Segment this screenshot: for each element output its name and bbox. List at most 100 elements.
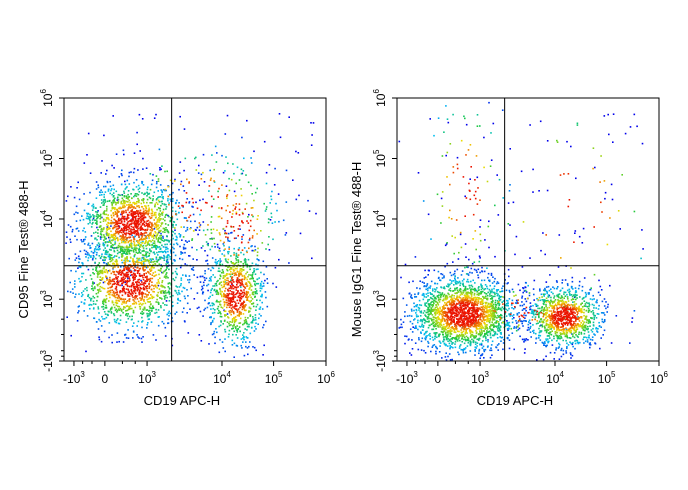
event-dot [443,286,445,288]
event-dot [132,309,135,312]
event-dot [156,294,159,296]
event-dot [500,295,503,298]
event-dot [550,328,552,330]
event-dot [98,245,101,248]
event-dot [128,211,131,214]
event-dot [143,273,145,275]
event-dot [463,348,466,350]
event-dot [93,232,95,234]
event-dot [137,284,139,287]
event-dot [152,228,154,230]
event-dot [428,298,431,301]
event-dot [270,195,272,198]
event-dot [527,339,529,341]
x-tick-label: 103 [138,370,156,386]
event-dot [145,247,148,250]
event-dot [96,272,99,275]
event-dot [99,320,102,322]
event-dot [187,332,190,334]
event-dot [552,286,554,288]
event-dot [95,269,97,271]
event-dot [437,270,440,273]
event-dot [436,287,438,289]
event-dot [441,273,444,276]
event-dot [523,339,526,341]
event-dot [82,240,85,243]
event-dot [143,300,145,303]
event-dot [231,282,233,285]
event-dot [260,287,263,290]
event-dot [429,338,431,340]
event-dot [124,223,126,226]
event-dot [508,289,511,292]
event-dot [65,200,68,202]
event-dot [161,165,163,167]
event-dot [142,247,145,249]
event-dot [77,306,80,308]
event-dot [103,199,105,201]
event-dot [118,227,121,229]
event-dot [439,345,441,347]
event-dot [496,281,499,283]
event-dot [134,274,136,277]
event-dot [124,248,127,251]
event-dot [106,232,109,234]
event-dot [124,277,126,279]
event-dot [158,196,160,198]
event-dot [434,332,437,334]
event-dot [198,164,200,167]
event-dot [126,315,129,317]
event-dot [231,279,234,282]
event-dot [114,309,117,312]
event-dot [158,226,161,229]
event-dot [142,157,144,160]
event-dot [130,284,133,287]
event-dot [134,306,137,309]
event-dot [151,208,153,211]
event-dot [235,203,238,205]
event-dot [129,271,132,274]
event-dot [116,293,119,296]
event-dot [237,295,239,298]
event-dot [121,294,124,297]
event-dot [202,229,205,232]
event-dot [226,222,229,224]
event-dot [243,275,246,278]
event-dot [204,250,206,252]
event-dot [158,219,160,222]
event-dot [499,332,502,334]
event-dot [197,233,199,236]
event-dot [131,209,133,211]
event-dot [270,212,273,215]
event-dot [171,301,174,303]
event-dot [636,125,638,128]
event-dot [551,344,554,346]
event-dot [163,239,166,241]
event-dot [212,267,215,270]
event-dot [521,301,523,303]
event-dot [219,261,221,264]
event-dot [88,253,90,256]
event-dot [133,289,135,292]
event-dot [132,267,135,269]
event-dot [252,318,255,320]
event-dot [603,320,606,323]
event-dot [124,232,126,235]
event-dot [86,315,89,317]
event-dot [74,280,76,282]
event-dot [255,305,258,308]
event-dot [103,259,105,262]
event-dot [97,184,99,186]
event-dot [248,306,251,309]
event-dot [227,297,229,299]
event-dot [425,302,428,304]
event-dot [118,294,120,297]
event-dot [223,281,226,283]
event-dot [229,275,232,278]
event-dot [121,194,124,197]
event-dot [243,247,246,249]
event-dot [121,197,124,200]
event-dot [104,201,107,203]
event-dot [269,202,271,204]
event-dot [124,180,126,183]
